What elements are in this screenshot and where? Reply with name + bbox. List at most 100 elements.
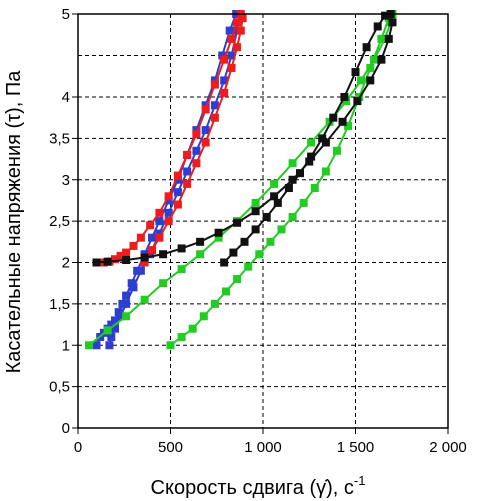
data-point — [220, 76, 229, 85]
data-point — [183, 179, 192, 188]
series-line — [96, 12, 394, 264]
data-point — [238, 14, 247, 23]
data-point — [116, 312, 125, 321]
data-point — [192, 146, 201, 155]
data-point — [273, 198, 282, 207]
data-point — [183, 150, 192, 159]
data-point — [220, 55, 229, 64]
data-point — [105, 341, 114, 350]
data-point — [127, 279, 136, 288]
data-point — [192, 130, 201, 139]
data-point — [210, 80, 219, 89]
data-point — [177, 244, 186, 253]
data-point — [353, 97, 362, 106]
data-point — [329, 113, 338, 122]
y-tick-label: 0,5 — [49, 379, 70, 396]
data-point — [173, 188, 182, 197]
data-point — [251, 207, 260, 216]
data-point — [155, 233, 164, 242]
y-tick-label: 3 — [62, 172, 70, 189]
data-point — [344, 121, 353, 130]
data-point — [240, 237, 249, 246]
data-point — [177, 265, 186, 274]
data-point — [225, 26, 234, 35]
data-point — [92, 258, 101, 267]
data-point — [227, 63, 236, 72]
data-point — [129, 241, 138, 250]
y-tick-labels: 0 0,5 1 1,5 2 2,5 3 3,5 4 5 — [49, 6, 70, 437]
data-point — [140, 295, 149, 304]
series-3 — [92, 10, 397, 267]
data-point — [111, 316, 119, 325]
data-point — [177, 332, 186, 341]
data-point — [373, 22, 382, 31]
data-point — [133, 266, 142, 275]
data-point — [244, 262, 253, 271]
data-point — [270, 179, 279, 188]
y-tick-label: 3,5 — [49, 130, 70, 147]
x-tick-label: 0 — [74, 439, 82, 456]
data-point — [284, 184, 293, 193]
data-point — [148, 233, 156, 242]
plot-frame — [77, 13, 449, 429]
data-point — [122, 248, 131, 257]
data-point — [377, 55, 386, 64]
data-point — [136, 233, 145, 242]
data-point — [262, 212, 271, 221]
data-point — [236, 26, 245, 35]
data-point — [214, 228, 223, 237]
data-point — [199, 312, 208, 321]
data-point — [146, 221, 155, 230]
data-point — [111, 255, 119, 264]
data-point — [307, 152, 316, 161]
data-point — [148, 246, 156, 255]
data-point — [338, 117, 347, 126]
data-point — [155, 208, 164, 217]
data-point — [305, 157, 314, 166]
x-tick-label: 2 000 — [429, 439, 467, 456]
series-line — [95, 13, 241, 346]
data-point — [351, 68, 360, 77]
data-point — [366, 76, 375, 85]
data-point — [210, 299, 219, 308]
data-point — [201, 138, 210, 147]
data-point — [321, 138, 330, 147]
x-tick-label: 500 — [158, 439, 183, 456]
data-point — [92, 341, 101, 350]
data-point — [233, 18, 242, 27]
data-point — [310, 184, 319, 193]
data-point — [222, 287, 230, 296]
data-point — [288, 159, 297, 168]
y-tick-label: 0 — [62, 420, 70, 437]
data-point — [116, 251, 125, 260]
data-point — [266, 237, 275, 246]
y-tick-label: 1,5 — [49, 296, 70, 313]
data-point — [166, 341, 175, 350]
data-point — [210, 101, 219, 110]
data-point — [299, 198, 308, 207]
y-tick-label: 2 — [62, 255, 70, 272]
data-point — [159, 279, 168, 288]
data-point — [370, 55, 378, 64]
data-point — [140, 258, 149, 267]
data-point — [196, 237, 205, 246]
data-point — [227, 34, 236, 43]
data-point — [210, 76, 219, 85]
data-point — [164, 196, 173, 205]
data-point — [218, 51, 227, 60]
data-point — [220, 258, 229, 267]
data-point — [173, 200, 182, 209]
y-tick-label: 2,5 — [49, 213, 70, 230]
data-point — [233, 275, 242, 284]
data-point — [140, 253, 149, 262]
data-point — [325, 117, 334, 126]
data-point — [164, 192, 173, 201]
data-point — [288, 175, 297, 184]
data-point — [201, 126, 210, 135]
data-point — [192, 126, 201, 135]
x-tick-label: 1 500 — [337, 439, 375, 456]
data-point — [183, 167, 192, 176]
data-point — [214, 233, 223, 242]
data-point — [164, 208, 173, 217]
